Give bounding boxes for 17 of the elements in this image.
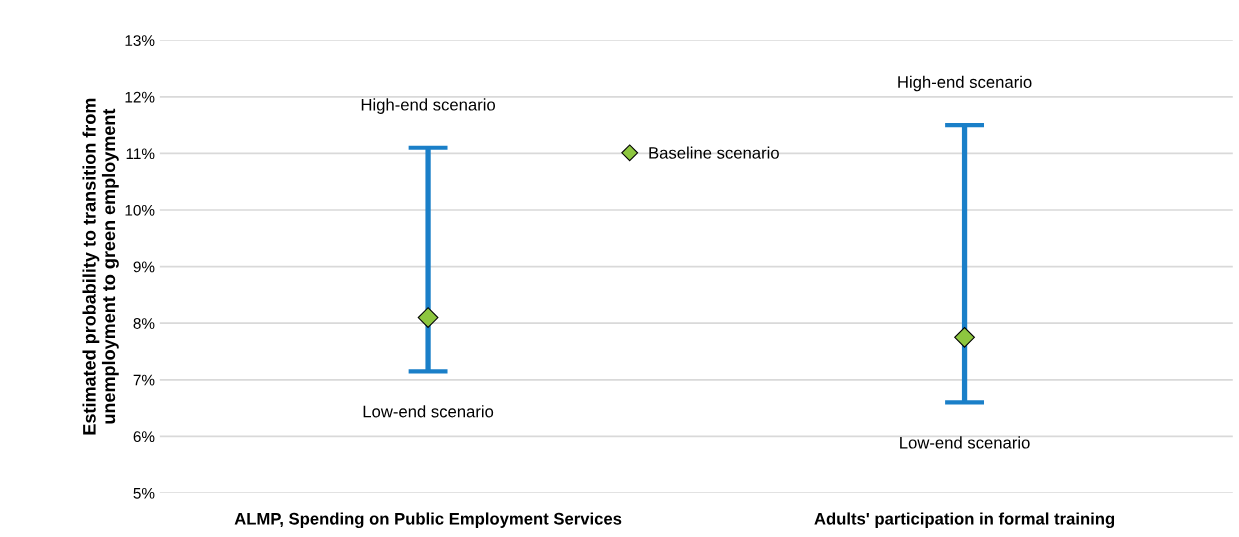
- annotation: High-end scenario: [898, 75, 1032, 92]
- y-tick-label: 6%: [133, 431, 155, 443]
- y-tick-label: 7%: [133, 374, 155, 386]
- y-tick-label: 12%: [125, 91, 155, 103]
- y-tick-label: 13%: [125, 35, 155, 46]
- legend-label: Baseline scenario: [649, 146, 779, 159]
- y-tick-label: 10%: [125, 204, 155, 216]
- annotation: High-end scenario: [361, 98, 496, 114]
- y-tick-label: 11%: [126, 148, 155, 160]
- y-axis-title: Estimated probability to transition from unemployment to green employment: [82, 98, 119, 435]
- y-tick-label: 9%: [133, 261, 155, 273]
- annotation: Low-end scenario: [363, 405, 494, 418]
- x-tick-label: ALMP, Spending on Public Employment Services: [234, 512, 622, 529]
- annotation: Low-end scenario: [900, 436, 1030, 449]
- y-tick-label: 5%: [133, 487, 155, 499]
- x-tick-label: Adults' participation in formal training: [814, 512, 1115, 529]
- y-tick-label: 8%: [133, 318, 155, 329]
